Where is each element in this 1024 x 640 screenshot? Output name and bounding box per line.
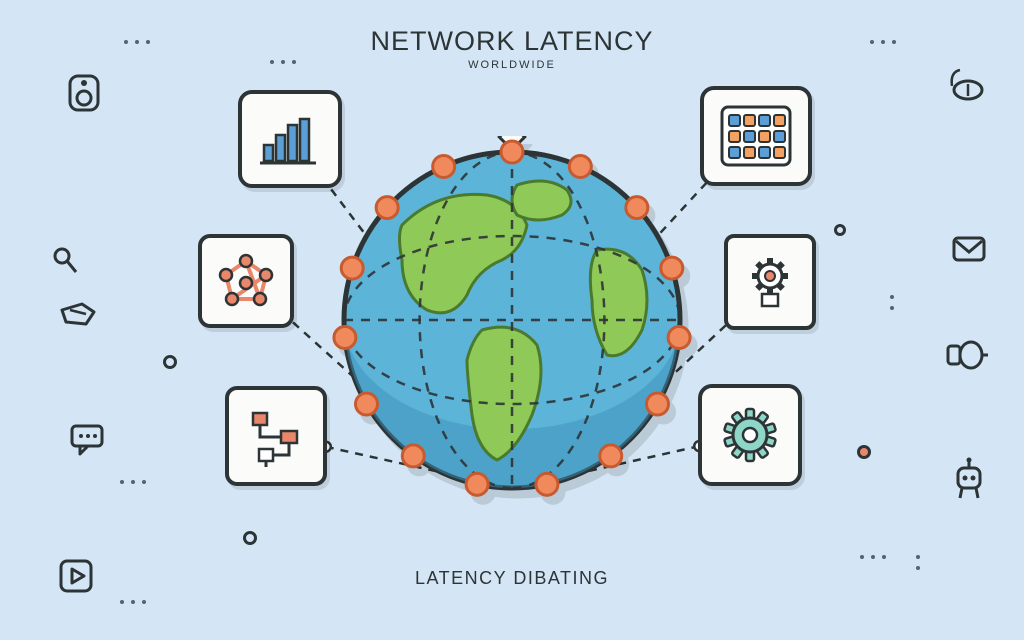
mail-icon [948,228,990,270]
camera-icon [62,70,106,114]
decor-circle [243,531,257,545]
decor-dots [120,480,146,484]
flow-icon [245,405,307,467]
decor-dots [860,555,886,559]
card-gear2 [698,384,802,486]
chart-icon [258,111,322,167]
decor-circle [857,445,871,459]
gear2-icon [718,403,782,467]
chat-icon [66,418,108,460]
subtitle-text: WORLDWIDE [370,59,653,71]
decor-dots [870,40,896,44]
globe [328,136,696,504]
decor-dots [916,555,920,570]
card-chart [238,90,342,188]
footer-text: LATENCY DIBATING [415,568,609,589]
decor-dots [270,60,296,64]
footer-title: LATENCY DIBATING [415,568,609,589]
gear1-icon [744,254,796,310]
card-network [198,234,294,328]
play-icon [56,556,96,596]
grid-icon [720,105,792,167]
decor-circle [834,224,846,236]
robot-icon [946,456,992,502]
decor-dots [120,600,146,604]
card-grid [700,86,812,186]
card-gear1 [724,234,816,330]
tag-icon [56,296,100,340]
decor-circle [163,355,177,369]
decor-dots [890,295,894,310]
plug-icon [944,332,990,378]
page-title: NETWORK LATENCY WORLDWIDE [370,26,653,71]
card-flow [225,386,327,486]
title-text: NETWORK LATENCY [370,26,653,57]
pin-icon [48,244,82,278]
network-icon [216,251,276,311]
kebab-icon [944,62,988,106]
decor-dots [124,40,150,44]
